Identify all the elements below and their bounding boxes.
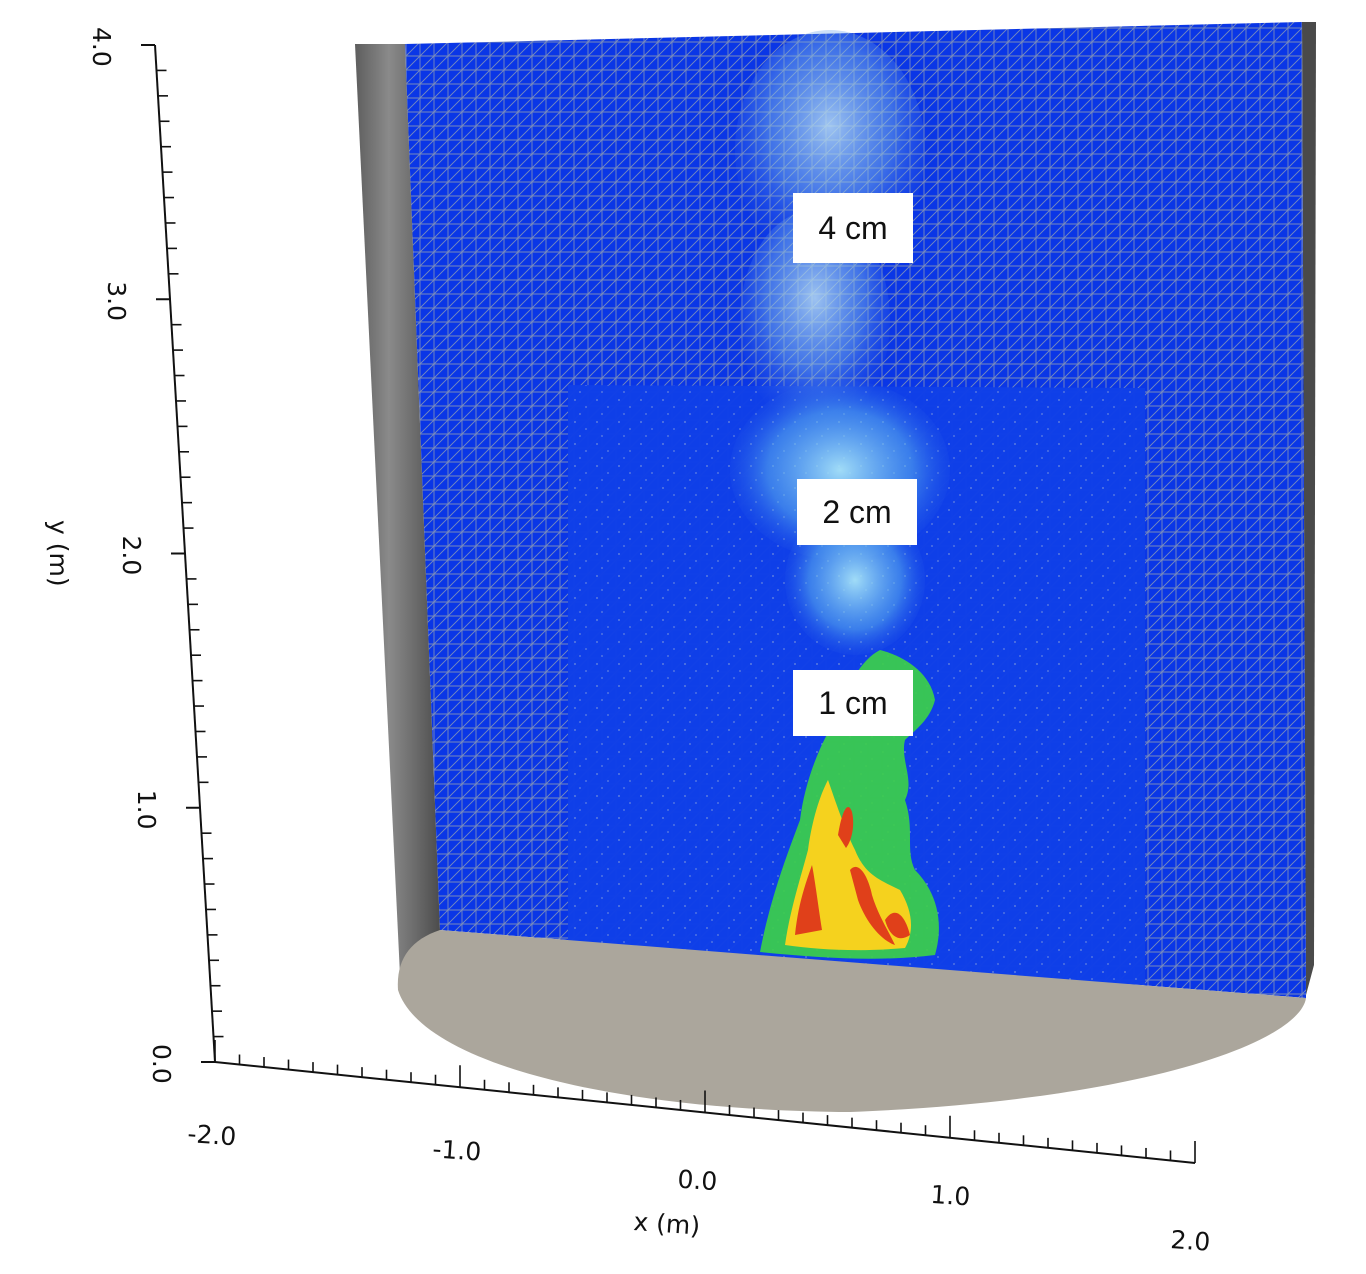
resolution-label-2cm: 2 cm <box>797 479 917 545</box>
y-tick-label: 4.0 <box>87 27 116 67</box>
x-tick-label: 0.0 <box>677 1165 719 1197</box>
x-axis-title: x (m) <box>633 1207 701 1241</box>
resolution-label-1cm: 1 cm <box>793 670 913 736</box>
resolution-label-4cm: 4 cm <box>793 193 913 263</box>
cylinder-floor <box>397 930 1306 1112</box>
y-tick-label: 1.0 <box>132 790 161 830</box>
y-tick-label: 3.0 <box>102 281 131 321</box>
y-tick-label: 0.0 <box>147 1044 176 1084</box>
y-axis-title: y (m) <box>44 520 73 587</box>
x-tick-label: -1.0 <box>432 1134 483 1166</box>
y-axis: 0.0 1.0 2.0 3.0 4.0 <box>87 27 224 1084</box>
x-tick-label: -2.0 <box>187 1119 238 1151</box>
x-tick-label: 1.0 <box>930 1180 972 1212</box>
x-axis: -2.0 -1.0 0.0 1.0 2.0 <box>187 1040 1212 1257</box>
y-tick-label: 2.0 <box>117 536 146 576</box>
cylinder-right-wall <box>1302 22 1316 995</box>
cylinder-left-wall <box>355 44 440 975</box>
smoke-plume-upper <box>740 210 890 430</box>
x-tick-label: 2.0 <box>1170 1225 1212 1257</box>
